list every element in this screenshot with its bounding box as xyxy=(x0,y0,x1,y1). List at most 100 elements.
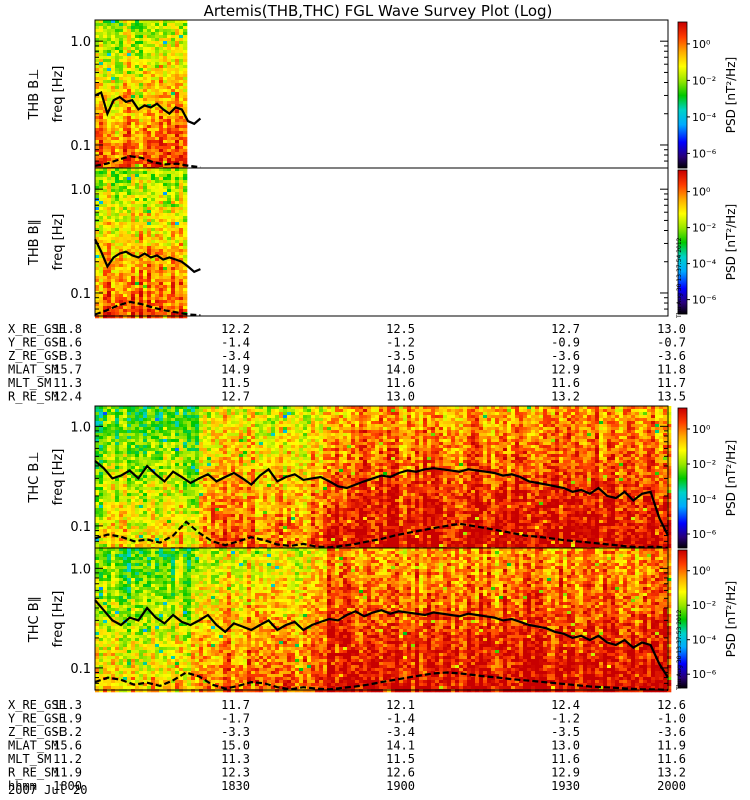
colorbar-label: PSD [nT²/Hz] xyxy=(724,57,738,133)
ephemeris-value: 11.2 xyxy=(53,752,82,766)
ephemeris-value: 1900 xyxy=(386,779,415,793)
y-tick-label: 1.0 xyxy=(70,420,91,435)
ephemeris-row-label: MLAT_SM xyxy=(8,739,59,753)
ephemeris-value: -1.4 xyxy=(386,712,415,726)
panel-yunit: freq [Hz] xyxy=(51,214,66,271)
spectrogram-panel-3: 1.0 0.1 THC B⊥ freq [Hz] xyxy=(27,406,671,550)
colorbar-label: PSD [nT²/Hz] xyxy=(724,440,738,516)
ephemeris-value: 1930 xyxy=(551,779,580,793)
ephemeris-value: 13.2 xyxy=(551,390,580,404)
ephemeris-value: 11.3 xyxy=(53,698,82,712)
colorbar-tick-label: 10⁻⁴ xyxy=(692,258,717,271)
colorbar-tick-label: 10⁻² xyxy=(692,222,716,235)
timestamp-stamp-bottom: Thu Aug 30 13:37:53 2012 xyxy=(676,610,683,690)
spectrogram-cells xyxy=(95,548,671,692)
y-tick-label: 0.1 xyxy=(70,287,91,302)
ephemeris-value: -0.9 xyxy=(551,336,580,350)
figure-title: Artemis(THB,THC) FGL Wave Survey Plot (L… xyxy=(204,2,553,20)
y-tick-label: 1.0 xyxy=(70,562,91,577)
ephemeris-value: 14.9 xyxy=(221,363,250,377)
ephemeris-value: 12.7 xyxy=(551,322,580,336)
ephemeris-value: -3.4 xyxy=(386,725,415,739)
panel-ylabel: THC B⊥ xyxy=(27,451,42,503)
y-tick-label: 0.1 xyxy=(70,520,91,535)
ephemeris-value: 12.4 xyxy=(53,390,82,404)
colorbar-tick-label: 10⁻⁶ xyxy=(692,668,717,681)
ephemeris-value: 12.9 xyxy=(551,363,580,377)
ephemeris-value: -3.5 xyxy=(386,349,415,363)
ephemeris-value: 11.3 xyxy=(221,752,250,766)
panel-yunit: freq [Hz] xyxy=(51,591,66,648)
colorbar-tick-label: 10⁻⁶ xyxy=(692,528,717,541)
colorbar-label: PSD [nT²/Hz] xyxy=(724,581,738,657)
ephemeris-row-label: R_RE_SM xyxy=(8,766,59,780)
ephemeris-value: 11.7 xyxy=(657,376,686,390)
ephemeris-value: 12.1 xyxy=(386,698,415,712)
ephemeris-value: -3.5 xyxy=(551,725,580,739)
ephemeris-value: 12.2 xyxy=(221,322,250,336)
spectrogram-cells xyxy=(95,20,187,170)
colorbar-tick-label: 10⁻² xyxy=(692,599,716,612)
colorbar-tick-label: 10⁻⁶ xyxy=(692,294,717,307)
ephemeris-value: 11.6 xyxy=(551,752,580,766)
ephemeris-value: 11.6 xyxy=(386,376,415,390)
ephemeris-value: 14.0 xyxy=(386,363,415,377)
colorbar-tick-label: 10⁰ xyxy=(692,423,711,436)
ephemeris-value: 11.5 xyxy=(386,752,415,766)
colorbar-tick-label: 10⁻⁶ xyxy=(692,147,717,160)
colorbar-tick-label: 10⁰ xyxy=(692,186,711,199)
ephemeris-value: 11.8 xyxy=(657,363,686,377)
ephemeris-value: 2000 xyxy=(657,779,686,793)
colorbar-tick-label: 10⁻⁴ xyxy=(692,493,717,506)
ephemeris-row-label: R_RE_SM xyxy=(8,390,59,404)
ephemeris-value: -0.7 xyxy=(657,336,686,350)
ephemeris-value: -3.6 xyxy=(551,349,580,363)
ephemeris-value: 11.5 xyxy=(221,376,250,390)
ephemeris-value: -1.0 xyxy=(657,712,686,726)
ephemeris-value: 13.5 xyxy=(657,390,686,404)
spectrogram-cells xyxy=(95,168,187,318)
colorbar-tick-label: 10⁻² xyxy=(692,74,716,87)
date-label: 2007 Jul 20 xyxy=(8,783,87,797)
spectrogram-panel-4: 1.0 0.1 THC B∥ freq [Hz] xyxy=(27,548,671,692)
ephemeris-value: -1.2 xyxy=(386,336,415,350)
ephemeris-value: 15.0 xyxy=(221,739,250,753)
colorbar-tick-label: 10⁰ xyxy=(692,38,711,51)
ephemeris-value: 12.9 xyxy=(551,766,580,780)
spectrogram-cells xyxy=(95,406,671,550)
ephemeris-value: 12.4 xyxy=(551,698,580,712)
panel-yunit: freq [Hz] xyxy=(51,449,66,506)
panel-ylabel: THC B∥ xyxy=(27,596,42,643)
y-tick-label: 0.1 xyxy=(70,139,91,154)
ephemeris-value: -3.3 xyxy=(221,725,250,739)
ephemeris-value: 12.3 xyxy=(221,766,250,780)
y-tick-label: 0.1 xyxy=(70,662,91,677)
colorbar-tick-label: 10⁰ xyxy=(692,565,711,578)
ephemeris-value: 11.9 xyxy=(53,766,82,780)
ephemeris-row-label: MLAT_SM xyxy=(8,363,59,377)
y-tick-label: 1.0 xyxy=(70,35,91,50)
ephemeris-value: 11.7 xyxy=(221,698,250,712)
ephemeris-row-label: MLT_SM xyxy=(8,752,51,766)
ephemeris-value: 11.9 xyxy=(657,739,686,753)
colorbar-tick-label: 10⁻⁴ xyxy=(692,634,717,647)
ephemeris-value: 13.0 xyxy=(657,322,686,336)
ephemeris-value: 13.0 xyxy=(551,739,580,753)
ephemeris-row-label: MLT_SM xyxy=(8,376,51,390)
colorbar-label: PSD [nT²/Hz] xyxy=(724,204,738,280)
ephemeris-value: -1.7 xyxy=(221,712,250,726)
ephemeris-value: -3.3 xyxy=(53,349,82,363)
ephemeris-value: 1830 xyxy=(221,779,250,793)
ephemeris-value: -3.6 xyxy=(657,725,686,739)
colorbar-tick-label: 10⁻² xyxy=(692,458,716,471)
ephemeris-value: -3.4 xyxy=(221,349,250,363)
ephemeris-value: -1.2 xyxy=(551,712,580,726)
ephemeris-value: 13.0 xyxy=(386,390,415,404)
ephemeris-value: 11.6 xyxy=(551,376,580,390)
ephemeris-value: 11.3 xyxy=(53,376,82,390)
